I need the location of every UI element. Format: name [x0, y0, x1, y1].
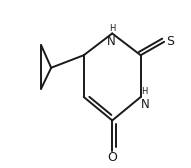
Text: N: N	[107, 35, 116, 48]
Text: N: N	[141, 98, 149, 111]
Text: O: O	[107, 151, 117, 164]
Text: H: H	[109, 24, 115, 33]
Text: S: S	[166, 35, 174, 48]
Text: H: H	[142, 87, 148, 96]
